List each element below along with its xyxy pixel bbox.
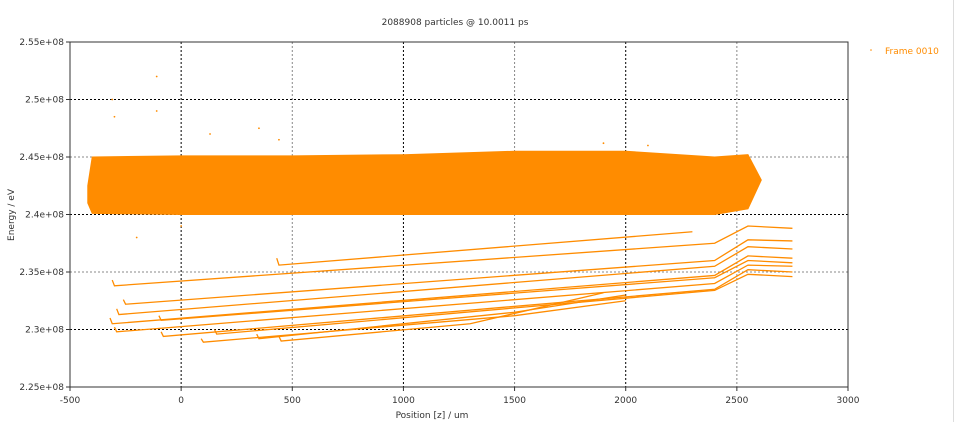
- y-tick-label: 2.5e+08: [25, 96, 64, 106]
- x-tick-label: 1500: [503, 396, 526, 406]
- y-tick-label: 2.4e+08: [25, 211, 64, 221]
- y-tick-label: 2.35e+08: [19, 268, 64, 278]
- x-axis-label: Position [z] / um: [396, 411, 469, 421]
- outlier-point: [155, 110, 158, 112]
- outlier-point: [180, 225, 183, 227]
- particle-tail-tail-6: [158, 259, 793, 321]
- particle-tail-tail-1: [111, 225, 793, 287]
- particle-tail-tail-8: [213, 273, 793, 335]
- outlier-point: [135, 236, 138, 239]
- x-tick-label: 1000: [392, 396, 415, 406]
- outlier-point: [155, 75, 158, 78]
- outlier-point: [647, 144, 649, 147]
- y-tick-label: 2.3e+08: [25, 326, 64, 336]
- outlier-point: [602, 142, 605, 145]
- y-axis-label: Energy / eV: [7, 188, 17, 241]
- legend-marker: [870, 49, 872, 51]
- x-tick-label: 0: [178, 396, 184, 406]
- outlier-point: [258, 127, 260, 130]
- x-tick-label: 2000: [614, 396, 637, 406]
- particle-tail-tail-7: [160, 269, 793, 338]
- outlier-point: [209, 133, 211, 135]
- legend[interactable]: Frame 0010: [870, 47, 939, 57]
- particle-tail-tail-5: [113, 264, 793, 333]
- y-tick-label: 2.45e+08: [19, 153, 64, 163]
- outlier-point: [113, 115, 116, 118]
- x-tick-label: 2500: [725, 396, 748, 406]
- y-tick-label: 2.25e+08: [19, 383, 64, 393]
- x-tick-label: 3000: [837, 396, 860, 406]
- particle-core-band: [87, 150, 762, 215]
- particle-tail-tail-9: [200, 300, 626, 343]
- chart-title: 2088908 particles @ 10.0011 ps: [382, 18, 529, 28]
- particle-tail-tail-2: [122, 239, 793, 305]
- x-tick-label: -500: [60, 396, 81, 406]
- particle-tail-tail-12: [276, 231, 693, 266]
- y-tick-label: 2.55e+08: [19, 38, 64, 48]
- particle-tail-tail-4: [109, 255, 793, 325]
- x-tick-label: 500: [284, 396, 301, 406]
- particle-tail-tail-10: [256, 294, 626, 340]
- particle-tail-tail-3: [116, 246, 793, 316]
- particle-tail-tail-11: [278, 292, 604, 342]
- outlier-point: [278, 138, 280, 141]
- outlier-point: [111, 98, 114, 101]
- legend-entry[interactable]: Frame 0010: [885, 47, 939, 57]
